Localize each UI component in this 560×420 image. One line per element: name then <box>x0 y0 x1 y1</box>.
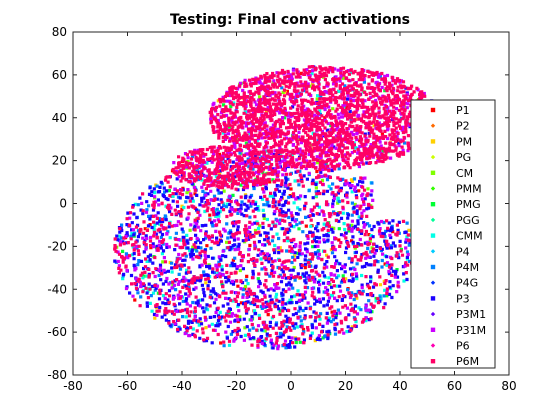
x-tick-label: 60 <box>447 379 462 393</box>
x-tick-label: 80 <box>501 379 516 393</box>
legend-entry: P3 <box>430 292 470 305</box>
series-points-cmm <box>118 71 412 349</box>
legend-marker <box>430 107 436 113</box>
y-tick-label: 60 <box>52 68 67 82</box>
legend-label: PMM <box>456 183 482 196</box>
series-points-p6m <box>113 65 440 347</box>
y-tick-label: 80 <box>52 25 67 39</box>
legend-entry: P4M <box>430 261 479 274</box>
legend-entry: PG <box>430 151 471 164</box>
axis-ticks: -80 -60 -40 -20 0 20 40 60 80 -80 -60 -40 -20 0 20 40 60… <box>47 25 516 393</box>
legend-label: CMM <box>456 230 483 243</box>
y-tick-label: -20 <box>47 239 67 253</box>
legend-marker <box>430 123 436 128</box>
legend-entry: P2 <box>430 120 470 133</box>
legend-label: P3 <box>456 292 470 305</box>
legend-label: PGG <box>456 214 480 227</box>
legend-marker <box>430 280 436 285</box>
legend-entry: PMG <box>430 198 481 211</box>
legend-label: PMG <box>456 198 481 211</box>
legend-marker <box>430 186 436 191</box>
legend-marker <box>430 154 436 160</box>
legend-entry: PGG <box>430 214 480 227</box>
legend-label: P3M1 <box>456 308 486 321</box>
legend-label: P6M <box>456 355 479 368</box>
legend-marker <box>430 327 436 332</box>
legend-marker <box>430 139 436 144</box>
legend-entry: P6M <box>430 355 479 368</box>
legend-entry: P6 <box>430 340 470 353</box>
x-tick-label: -40 <box>172 379 192 393</box>
legend-label: P4G <box>456 277 478 290</box>
legend-entry: P1 <box>430 104 470 117</box>
legend-label: P2 <box>456 120 470 133</box>
x-tick-label: 20 <box>338 379 353 393</box>
legend-label: CM <box>456 167 473 180</box>
legend-marker <box>430 170 436 175</box>
x-tick-label: -80 <box>63 379 83 393</box>
legend-label: P6 <box>456 340 470 353</box>
x-tick-label: -20 <box>227 379 247 393</box>
legend-marker <box>430 233 436 238</box>
legend-entry: P4G <box>430 277 478 290</box>
chart-title: Testing: Final conv activations <box>170 12 410 28</box>
series-points-p3 <box>113 65 434 350</box>
legend-marker <box>430 202 436 207</box>
legend-label: P4 <box>456 245 470 258</box>
legend-marker <box>430 264 436 270</box>
legend-entry: PMM <box>430 183 482 196</box>
legend-marker <box>430 311 436 317</box>
x-tick-label: 0 <box>287 379 295 393</box>
legend-entry: P4 <box>430 245 470 258</box>
legend-marker <box>430 343 436 348</box>
legend-entry: P31M <box>430 324 486 337</box>
x-tick-label: 40 <box>392 379 407 393</box>
scatter-points <box>113 0 440 351</box>
y-tick-label: 40 <box>52 111 67 125</box>
legend-label: P31M <box>456 324 486 337</box>
y-tick-label: -40 <box>47 282 67 296</box>
legend-marker <box>430 217 436 223</box>
y-tick-label: 0 <box>59 197 67 211</box>
y-tick-label: 20 <box>52 154 67 168</box>
legend-entry: CM <box>430 167 473 180</box>
legend-box <box>410 99 496 369</box>
legend-label: PG <box>456 151 471 164</box>
legend-marker <box>430 359 436 364</box>
y-tick-label: -80 <box>47 368 67 382</box>
legend-entry: CMM <box>430 230 483 243</box>
legend: P1 P2 PM PG CM PMM PMG PGG CMM P4 P4M P4G P3 P3M1 P31M… <box>410 99 496 369</box>
x-tick-label: -60 <box>118 379 138 393</box>
legend-label: PM <box>456 135 472 148</box>
legend-marker <box>430 249 436 254</box>
legend-label: P4M <box>456 261 479 274</box>
legend-marker <box>430 296 436 301</box>
legend-entry: PM <box>430 135 472 148</box>
y-tick-label: -60 <box>47 325 67 339</box>
legend-label: P1 <box>456 104 470 117</box>
legend-entry: P3M1 <box>430 308 486 321</box>
